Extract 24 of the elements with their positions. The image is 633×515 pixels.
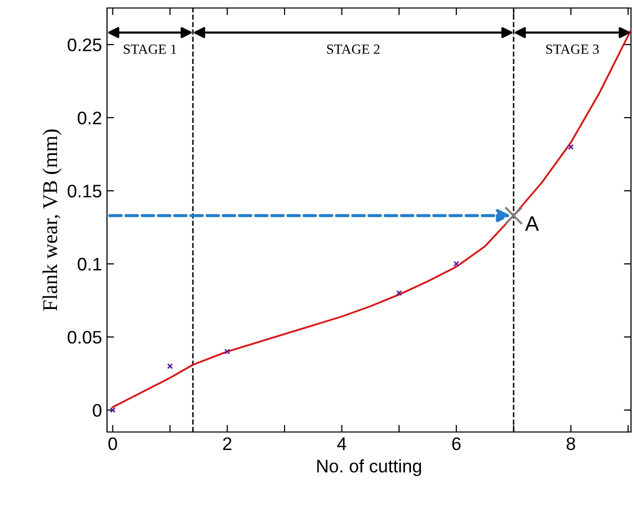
annotation: STAGE 2	[327, 44, 380, 54]
point	[396, 290, 402, 296]
annotation: STAGE 1	[124, 44, 176, 54]
y-tick-label: 0.25	[68, 38, 102, 52]
y-axis-title: Flank wear, VB (mm)	[42, 130, 62, 311]
annotation: STAGE 3	[546, 44, 599, 54]
x-tick-label: 6	[452, 437, 461, 450]
point	[453, 260, 460, 267]
point	[568, 144, 574, 150]
point	[110, 407, 116, 413]
y-tick-label: 0.1	[78, 258, 102, 271]
y-tick-label: 0.05	[68, 330, 102, 344]
x-tick-label: 8	[566, 437, 576, 450]
x-tick-label: 0	[108, 437, 118, 450]
point	[224, 348, 230, 354]
y-tick-label: 0.2	[78, 112, 102, 124]
point	[504, 206, 523, 225]
x-tick-label: 2	[223, 437, 232, 450]
y-tick-label: 0.15	[68, 184, 102, 198]
x-axis-title: No. of cutting	[317, 459, 422, 476]
y-tick-label: 0	[92, 404, 102, 417]
point	[167, 363, 173, 370]
annotation: A	[525, 216, 539, 231]
x-tick-label: 4	[337, 438, 346, 450]
